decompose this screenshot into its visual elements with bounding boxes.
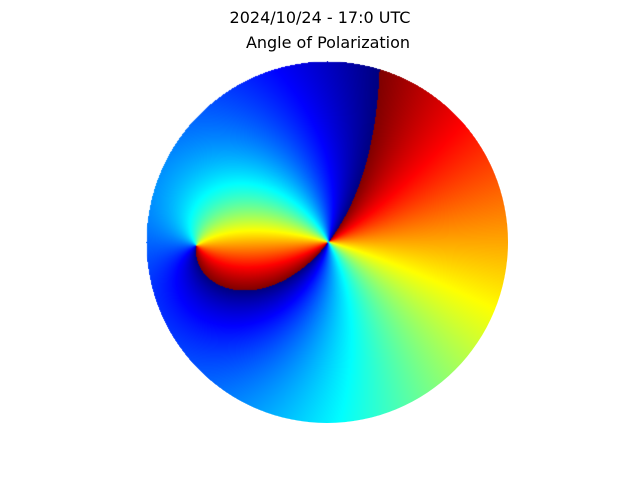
chart-subtitle: Angle of Polarization — [245, 33, 411, 52]
sky-disk — [146, 61, 508, 423]
heatmap-raster — [146, 61, 508, 423]
chart-title: 2024/10/24 - 17:0 UTC — [229, 8, 411, 27]
